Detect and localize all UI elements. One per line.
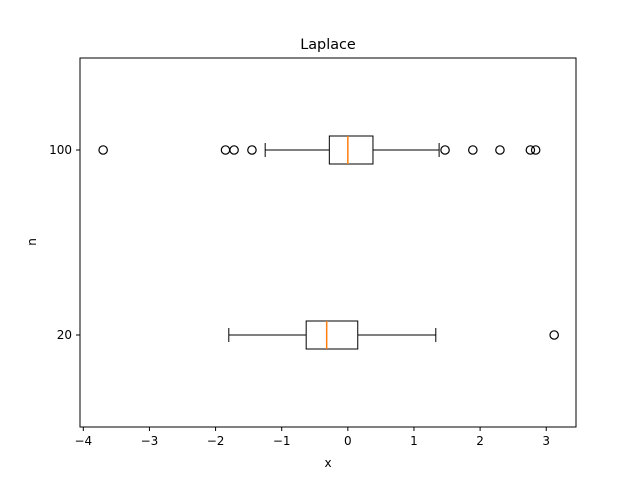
outlier-point: [495, 145, 505, 155]
outlier-point: [530, 145, 541, 155]
x-tick-label: 2: [476, 434, 484, 448]
outlier-point: [525, 145, 536, 155]
outlier-point: [549, 330, 559, 340]
x-tick-label: −3: [141, 434, 159, 448]
boxplot-20: [228, 320, 559, 350]
x-tick-label: 3: [542, 434, 550, 448]
x-axis-label: x: [324, 456, 331, 470]
x-axis-ticks: −4 −3 −2 −1 0 1 2 3: [74, 427, 550, 448]
y-axis-label: n: [25, 238, 39, 246]
box-iqr: [328, 135, 374, 165]
x-tick-label: −2: [207, 434, 225, 448]
chart-title: Laplace: [300, 37, 356, 53]
x-tick-label: −1: [273, 434, 291, 448]
outlier-point: [468, 145, 478, 155]
x-tick-label: −4: [74, 434, 92, 448]
plot-marks: [98, 135, 559, 350]
y-tick-label: 20: [57, 328, 72, 342]
x-tick-label: 1: [410, 434, 418, 448]
y-tick-label: 100: [49, 143, 72, 157]
outlier-point: [440, 145, 450, 155]
outlier-point: [247, 145, 257, 155]
outlier-point: [229, 145, 239, 155]
x-tick-label: 0: [344, 434, 352, 448]
plot-area-frame: [79, 57, 577, 428]
boxplot-100: [98, 135, 541, 165]
outlier-point: [98, 145, 108, 155]
y-axis-ticks: 20 100: [49, 143, 80, 342]
box-iqr: [305, 320, 359, 350]
